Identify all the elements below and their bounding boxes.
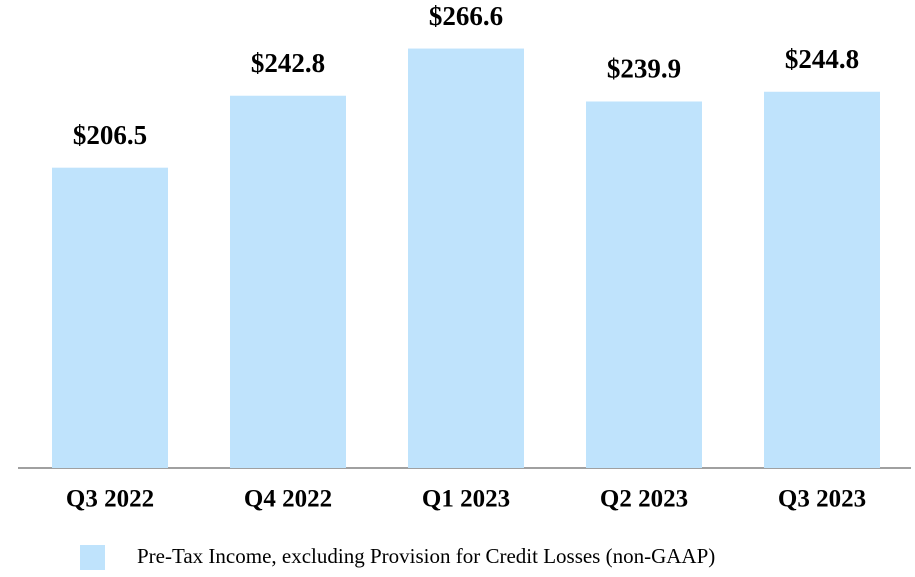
bar xyxy=(52,167,168,468)
bar xyxy=(230,95,346,468)
legend-label: Pre-Tax Income, excluding Provision for … xyxy=(137,544,715,568)
x-tick-label: Q4 2022 xyxy=(244,486,332,513)
x-tick-label: Q1 2023 xyxy=(422,486,510,513)
value-label: $266.6 xyxy=(429,1,503,31)
value-label: $239.9 xyxy=(607,54,681,84)
x-tick-label: Q3 2022 xyxy=(66,486,154,513)
x-tick-label: Q3 2023 xyxy=(778,486,866,513)
bar xyxy=(586,101,702,468)
value-label: $242.8 xyxy=(251,48,325,78)
bar xyxy=(408,48,524,469)
legend-swatch xyxy=(80,545,105,570)
x-tick-label: Q2 2023 xyxy=(600,486,688,513)
bar xyxy=(764,91,880,468)
value-label: $244.8 xyxy=(785,44,859,74)
value-label: $206.5 xyxy=(73,120,147,150)
